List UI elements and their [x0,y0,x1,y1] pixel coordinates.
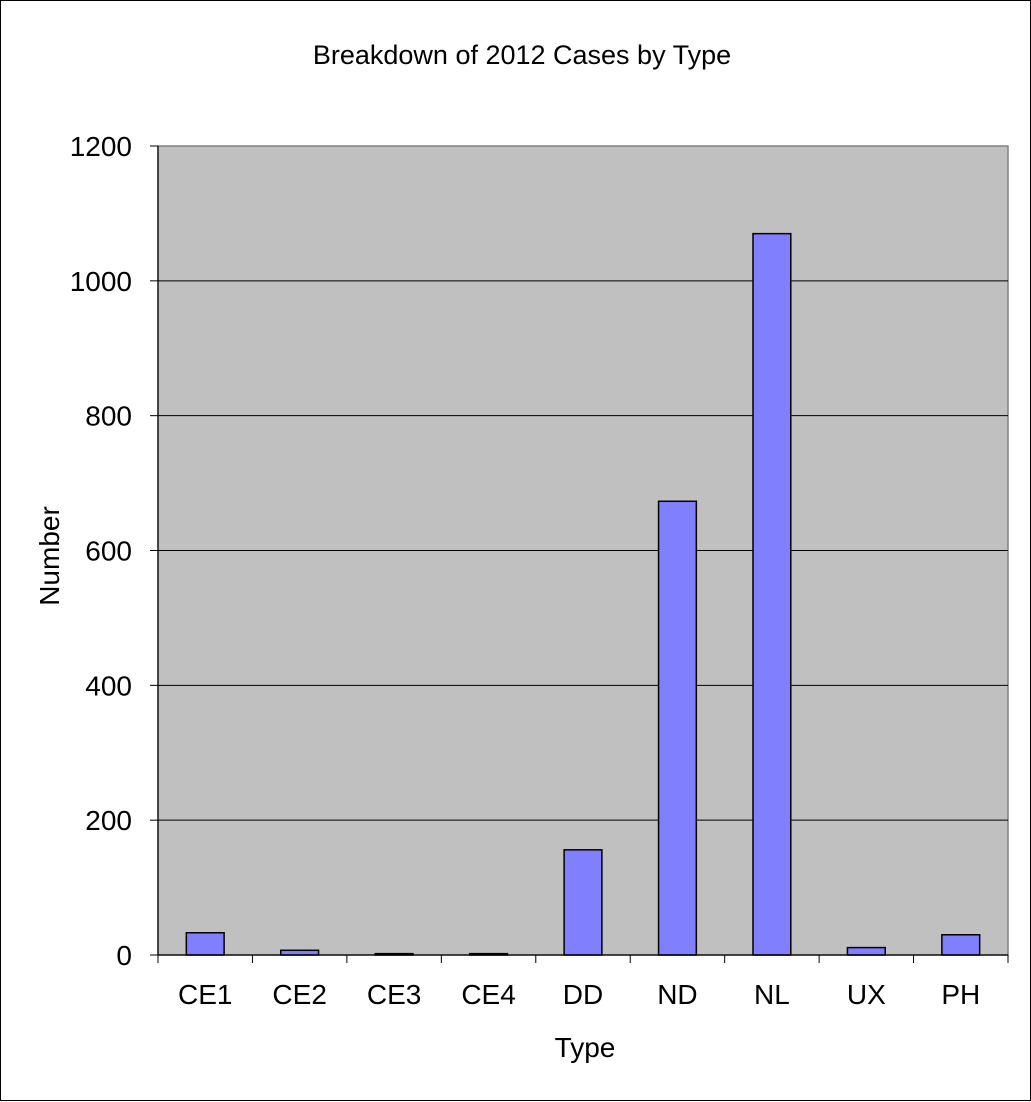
x-tick-label: CE4 [461,979,515,1010]
y-axis-label: Number [34,506,65,606]
bar-nl [752,232,792,956]
x-tick-label: DD [563,979,603,1010]
y-tick-label: 1200 [70,131,132,162]
bars [185,232,981,956]
y-tick-label: 400 [85,670,132,701]
bar-ce2 [280,949,320,956]
y-axis: 0 200 400 600 800 1000 1200 [70,131,159,971]
chart-title: Breakdown of 2012 Cases by Type [313,40,731,70]
bar-ph [941,934,981,956]
x-tick-label: PH [941,979,980,1010]
y-tick-label: 1000 [70,266,132,297]
bar-dd [563,849,603,956]
x-tick-label: UX [847,979,886,1010]
bar-ce1 [185,932,225,956]
gridlines [158,280,1008,821]
x-tick-label: ND [657,979,697,1010]
y-tick-label: 0 [116,940,132,971]
bar-ux [846,946,886,956]
bar-nd [657,500,698,956]
x-axis: CE1 CE2 CE3 CE4 DD ND NL UX PH [157,954,1009,1010]
x-tick-label: CE1 [178,979,232,1010]
x-tick-label: CE3 [367,979,421,1010]
y-tick-label: 200 [85,805,132,836]
x-axis-label: Type [555,1032,616,1063]
y-tick-label: 800 [85,401,132,432]
x-tick-label: CE2 [272,979,326,1010]
y-tick-label: 600 [85,536,132,567]
x-tick-label: NL [754,979,790,1010]
